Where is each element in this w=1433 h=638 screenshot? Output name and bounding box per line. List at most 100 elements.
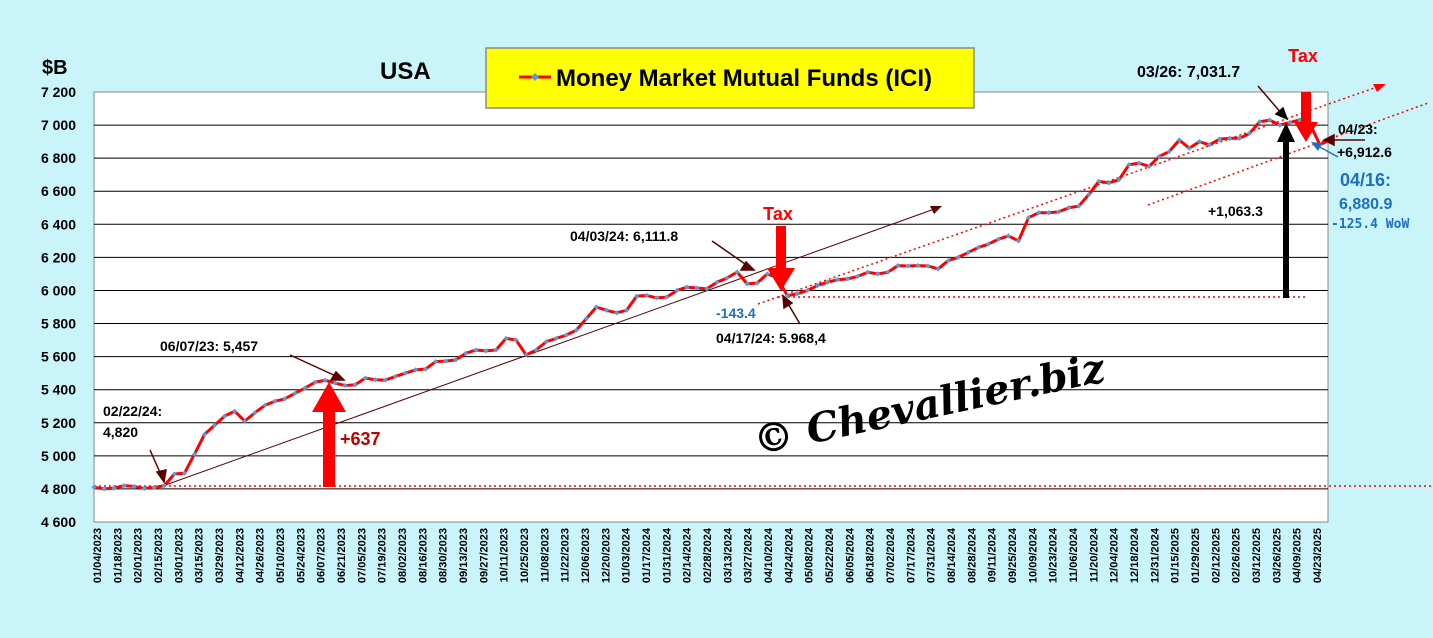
plus637-arrow-head (312, 382, 346, 412)
data-point (392, 373, 399, 380)
callout-arrow-mar26 (1257, 85, 1283, 115)
x-tick-label: 12/31/2024 (1149, 527, 1161, 583)
data-point (1216, 136, 1223, 142)
trendline-long (159, 206, 941, 488)
trendline-long-arrowhead (930, 206, 942, 214)
data-point (533, 347, 539, 353)
data-point (1116, 177, 1122, 183)
y-tick-label: 4 800 (41, 481, 76, 497)
data-point (1236, 135, 1243, 141)
data-point (925, 263, 931, 269)
data-point (473, 347, 479, 353)
plus637-arrow-shaft (323, 410, 335, 487)
data-point (1046, 210, 1052, 216)
plus637-label: +637 (340, 429, 381, 449)
x-tick-label: 01/29/2025 (1190, 528, 1202, 583)
data-point (493, 347, 499, 353)
x-tick-label: 05/10/2023 (275, 528, 287, 583)
callout-arrow-apr17 (786, 301, 801, 325)
callout-arrowhead-feb22 (155, 469, 167, 484)
data-point (322, 377, 328, 383)
x-tick-label: 02/15/2023 (153, 528, 165, 583)
x-tick-label: 07/19/2023 (377, 528, 389, 583)
x-tick-label: 02/26/2025 (1231, 528, 1243, 583)
annotation-apr16-line1: 04/16: (1340, 170, 1391, 190)
x-tick-label: 12/20/2023 (600, 528, 612, 583)
callout-arrowhead-jun07 (329, 370, 346, 381)
data-point (563, 332, 569, 338)
x-tick-label: 10/11/2023 (499, 528, 511, 582)
data-point (101, 486, 107, 492)
data-point (1226, 135, 1233, 141)
x-tick-label: 10/25/2023 (519, 528, 531, 583)
data-point (131, 483, 137, 490)
annotation-minus143: -143.4 (716, 305, 756, 321)
data-point (835, 277, 841, 283)
data-point (824, 279, 831, 285)
data-point (1035, 210, 1042, 216)
x-tick-label: 04/09/2025 (1292, 528, 1304, 583)
data-point (734, 269, 740, 275)
x-tick-label: 12/06/2023 (580, 528, 592, 583)
legend-label: Money Market Mutual Funds (ICI) (556, 65, 932, 92)
data-point (654, 295, 660, 301)
y-tick-label: 6 800 (41, 150, 76, 166)
tax-arrow-2024-head (767, 268, 795, 291)
x-tick-label: 01/31/2024 (661, 527, 673, 583)
data-point (443, 358, 449, 364)
y-tick-label: 5 800 (41, 316, 76, 332)
tax-arrow-2024-shaft (776, 226, 786, 270)
y-tick-label: 6 200 (41, 249, 76, 265)
x-tick-label: 11/22/2023 (560, 528, 572, 582)
data-point (975, 244, 981, 251)
data-point (1287, 119, 1293, 126)
tax-arrow-2024 (767, 226, 795, 291)
x-tick-label: 12/18/2024 (1129, 527, 1141, 583)
data-point (784, 293, 790, 299)
data-point (1156, 153, 1162, 160)
data-point (111, 485, 117, 491)
data-point (714, 279, 720, 285)
x-tick-label: 09/13/2023 (458, 528, 470, 583)
annotation-wow: -125.4 WoW (1331, 217, 1409, 232)
data-point (262, 402, 268, 409)
callout-arrowhead-apr03 (739, 260, 756, 271)
y-tick-labels: 4 600 4 800 5 000 5 200 5 400 5 600 5 800 6 000… (41, 84, 76, 530)
data-point (603, 307, 610, 313)
annotation-apr23-line2: +6,912.6 (1337, 144, 1392, 160)
data-point (1136, 160, 1142, 166)
data-point (613, 310, 620, 316)
data-point (995, 236, 1001, 242)
x-tick-label: 12/04/2024 (1109, 527, 1121, 583)
tax-label-2025: Tax (1288, 46, 1318, 66)
data-point (644, 292, 650, 299)
x-tick-label: 03/12/2025 (1251, 528, 1263, 583)
data-point (513, 337, 519, 343)
tax-arrow-2025-shaft (1301, 92, 1311, 126)
x-tick-label: 05/22/2024 (824, 527, 836, 583)
data-point (161, 483, 167, 489)
data-point (593, 304, 600, 310)
callout-arrowhead-mar26 (1274, 106, 1289, 121)
data-point (332, 380, 338, 386)
data-point (433, 358, 439, 365)
x-tick-label: 04/26/2023 (255, 528, 267, 583)
data-point (895, 263, 901, 269)
y-tick-label: 6 400 (41, 216, 76, 232)
data-point (1206, 142, 1213, 148)
data-point (232, 408, 238, 414)
data-point (1005, 233, 1012, 239)
annotation-apr03: 04/03/24: 6,111.8 (570, 228, 678, 244)
trendline-2024-arrowhead (1373, 84, 1386, 92)
x-tick-label: 08/14/2024 (946, 527, 958, 583)
annotation-feb22-line2: 4,820 (103, 424, 138, 440)
chart-title: USA (380, 58, 431, 85)
data-point (543, 339, 549, 345)
data-point (483, 348, 489, 354)
annotation-mar26: 03/26: 7,031.7 (1137, 64, 1240, 81)
tax-arrow-2025-head (1294, 122, 1318, 142)
series-line-mmf (93, 118, 1331, 491)
data-point (875, 271, 881, 277)
data-point (1086, 191, 1092, 198)
x-tick-label: 01/15/2025 (1170, 528, 1182, 583)
